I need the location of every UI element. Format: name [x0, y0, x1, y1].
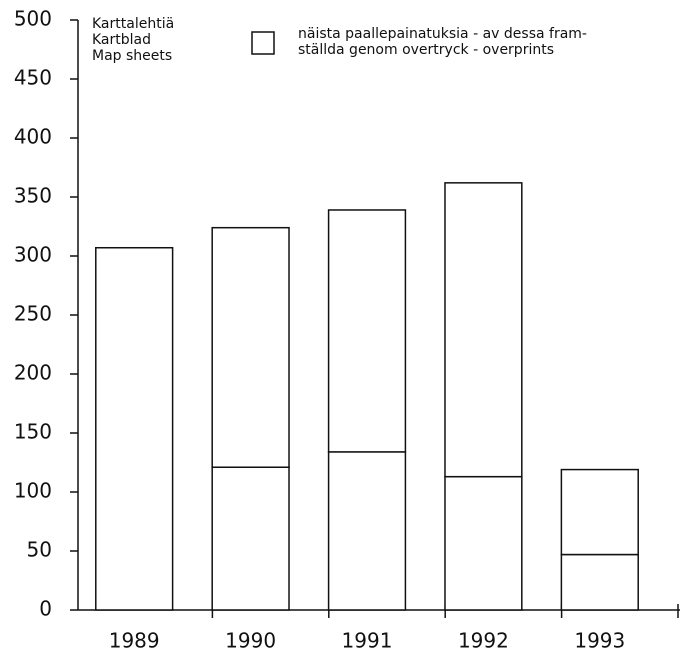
- bar-segment: [211, 226, 290, 468]
- legend-label: näista paallepainatuksia - av dessa fram…: [298, 26, 587, 42]
- y-tick-label: 300: [14, 243, 52, 267]
- legend-label: Map sheets: [92, 48, 172, 64]
- y-tick-label: 0: [39, 597, 52, 621]
- bar-segment: [444, 475, 523, 611]
- y-tick-label: 100: [14, 479, 52, 503]
- legend-label: ställda genom overtryck - overprints: [298, 42, 554, 58]
- y-tick-label: 50: [27, 538, 52, 562]
- x-tick-label: 1990: [225, 629, 276, 653]
- bar-segment: [560, 468, 639, 556]
- y-tick-label: 150: [14, 420, 52, 444]
- legend-label: Kartblad: [92, 32, 151, 48]
- legend-label: Karttalehtiä: [92, 16, 174, 32]
- x-tick-label: 1989: [109, 629, 160, 653]
- y-tick-label: 200: [14, 361, 52, 385]
- x-tick-label: 1991: [342, 629, 393, 653]
- y-tick-label: 400: [14, 125, 52, 149]
- bar-segment: [444, 182, 523, 478]
- y-tick-label: 450: [14, 66, 52, 90]
- legend-swatch: [251, 31, 275, 55]
- x-tick-label: 1992: [458, 629, 509, 653]
- bar-segment: [95, 246, 174, 611]
- y-tick-label: 250: [14, 302, 52, 326]
- bar-segment: [211, 466, 290, 611]
- y-tick-label: 500: [14, 7, 52, 31]
- y-tick-label: 350: [14, 184, 52, 208]
- bar-segment: [560, 553, 639, 611]
- bar-segment: [327, 451, 407, 611]
- bar-segment: [327, 209, 407, 453]
- x-tick-label: 1993: [574, 629, 625, 653]
